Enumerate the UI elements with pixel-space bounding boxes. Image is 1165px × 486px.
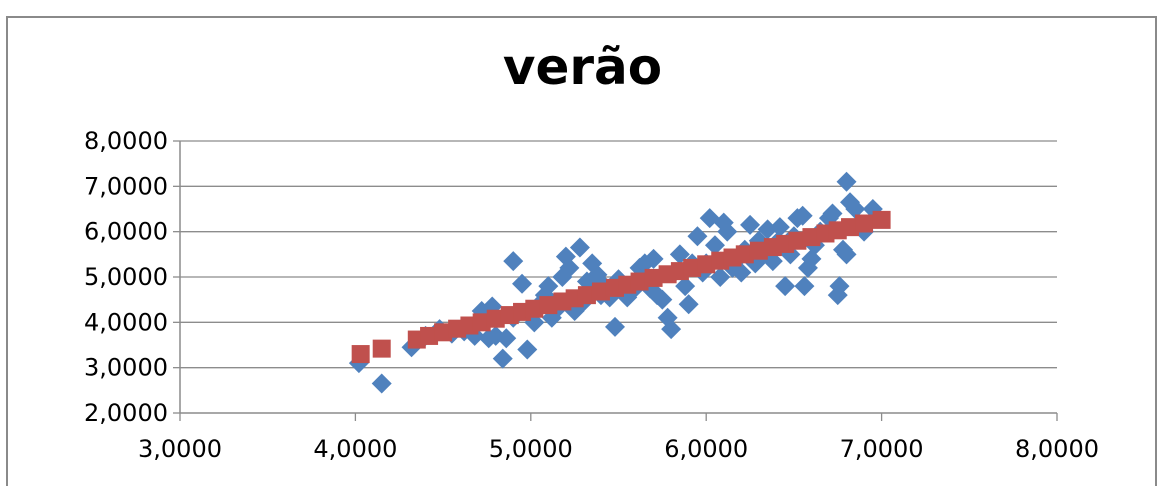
y-tick-label: 5,0000: [84, 263, 168, 291]
x-tick-label: 6,0000: [664, 435, 748, 463]
data-point-diamond: [717, 221, 738, 242]
data-point-diamond: [704, 235, 725, 256]
data-point-diamond: [801, 248, 822, 269]
x-tick-label: 7,0000: [840, 435, 924, 463]
data-point-square: [591, 282, 610, 301]
data-point-diamond: [643, 248, 664, 269]
data-point-diamond: [687, 226, 708, 247]
data-point-square: [841, 218, 860, 237]
x-tick-label: 3,0000: [138, 435, 222, 463]
data-point-square: [434, 323, 453, 342]
data-point-diamond: [769, 217, 790, 238]
data-point-diamond: [678, 294, 699, 315]
data-point-square: [697, 255, 716, 274]
data-point-diamond: [517, 339, 538, 360]
data-point-diamond: [740, 214, 761, 235]
data-point-diamond: [512, 273, 533, 294]
data-point-square: [351, 345, 370, 364]
data-point-diamond: [829, 276, 850, 297]
data-point-diamond: [762, 251, 783, 272]
y-tick-label: 2,0000: [84, 399, 168, 427]
data-point-diamond: [503, 251, 524, 272]
data-point-diamond: [371, 373, 392, 394]
chart-title: verão: [502, 38, 663, 96]
data-point-diamond: [492, 348, 513, 369]
x-tick-label: 5,0000: [489, 435, 573, 463]
data-point-square: [577, 286, 596, 305]
data-point-diamond: [559, 257, 580, 278]
data-point-diamond: [710, 267, 731, 287]
data-point-square: [855, 214, 874, 233]
data-point-diamond: [675, 276, 696, 297]
data-point-square: [872, 210, 891, 229]
data-point-diamond: [538, 276, 559, 297]
data-point-diamond: [845, 199, 866, 219]
data-point-square: [539, 296, 558, 315]
data-point-diamond: [669, 244, 690, 265]
data-point-diamond: [836, 244, 857, 265]
data-point-diamond: [836, 171, 857, 192]
data-point-diamond: [661, 319, 682, 340]
data-point-square: [486, 309, 505, 328]
data-point-diamond: [757, 219, 778, 240]
y-tick-label: 3,0000: [84, 354, 168, 382]
data-point-diamond: [822, 203, 843, 224]
data-point-square: [802, 228, 821, 247]
data-point-square: [788, 231, 807, 250]
data-point-square: [472, 313, 491, 332]
x-tick-label: 4,0000: [313, 435, 397, 463]
data-point-diamond: [731, 262, 752, 283]
data-point-diamond: [652, 289, 673, 310]
y-tick-label: 7,0000: [84, 172, 168, 200]
y-tick-label: 4,0000: [84, 308, 168, 336]
y-tick-label: 6,0000: [84, 218, 168, 246]
data-point-square: [525, 299, 544, 318]
data-point-diamond: [794, 276, 815, 297]
data-point-diamond: [496, 328, 517, 349]
data-point-square: [735, 245, 754, 264]
data-point-diamond: [775, 276, 796, 297]
data-point-diamond: [569, 237, 590, 258]
data-point-square: [683, 258, 702, 277]
data-point-square: [644, 268, 663, 287]
data-point-square: [420, 326, 439, 345]
data-point-square: [749, 241, 768, 260]
data-point-diamond: [792, 205, 813, 226]
data-point-diamond: [604, 316, 625, 337]
data-point-square: [372, 339, 391, 358]
y-tick-label: 8,0000: [84, 127, 168, 155]
chart-border: [6, 16, 1157, 486]
x-tick-label: 8,0000: [1015, 435, 1099, 463]
data-point-square: [630, 272, 649, 291]
